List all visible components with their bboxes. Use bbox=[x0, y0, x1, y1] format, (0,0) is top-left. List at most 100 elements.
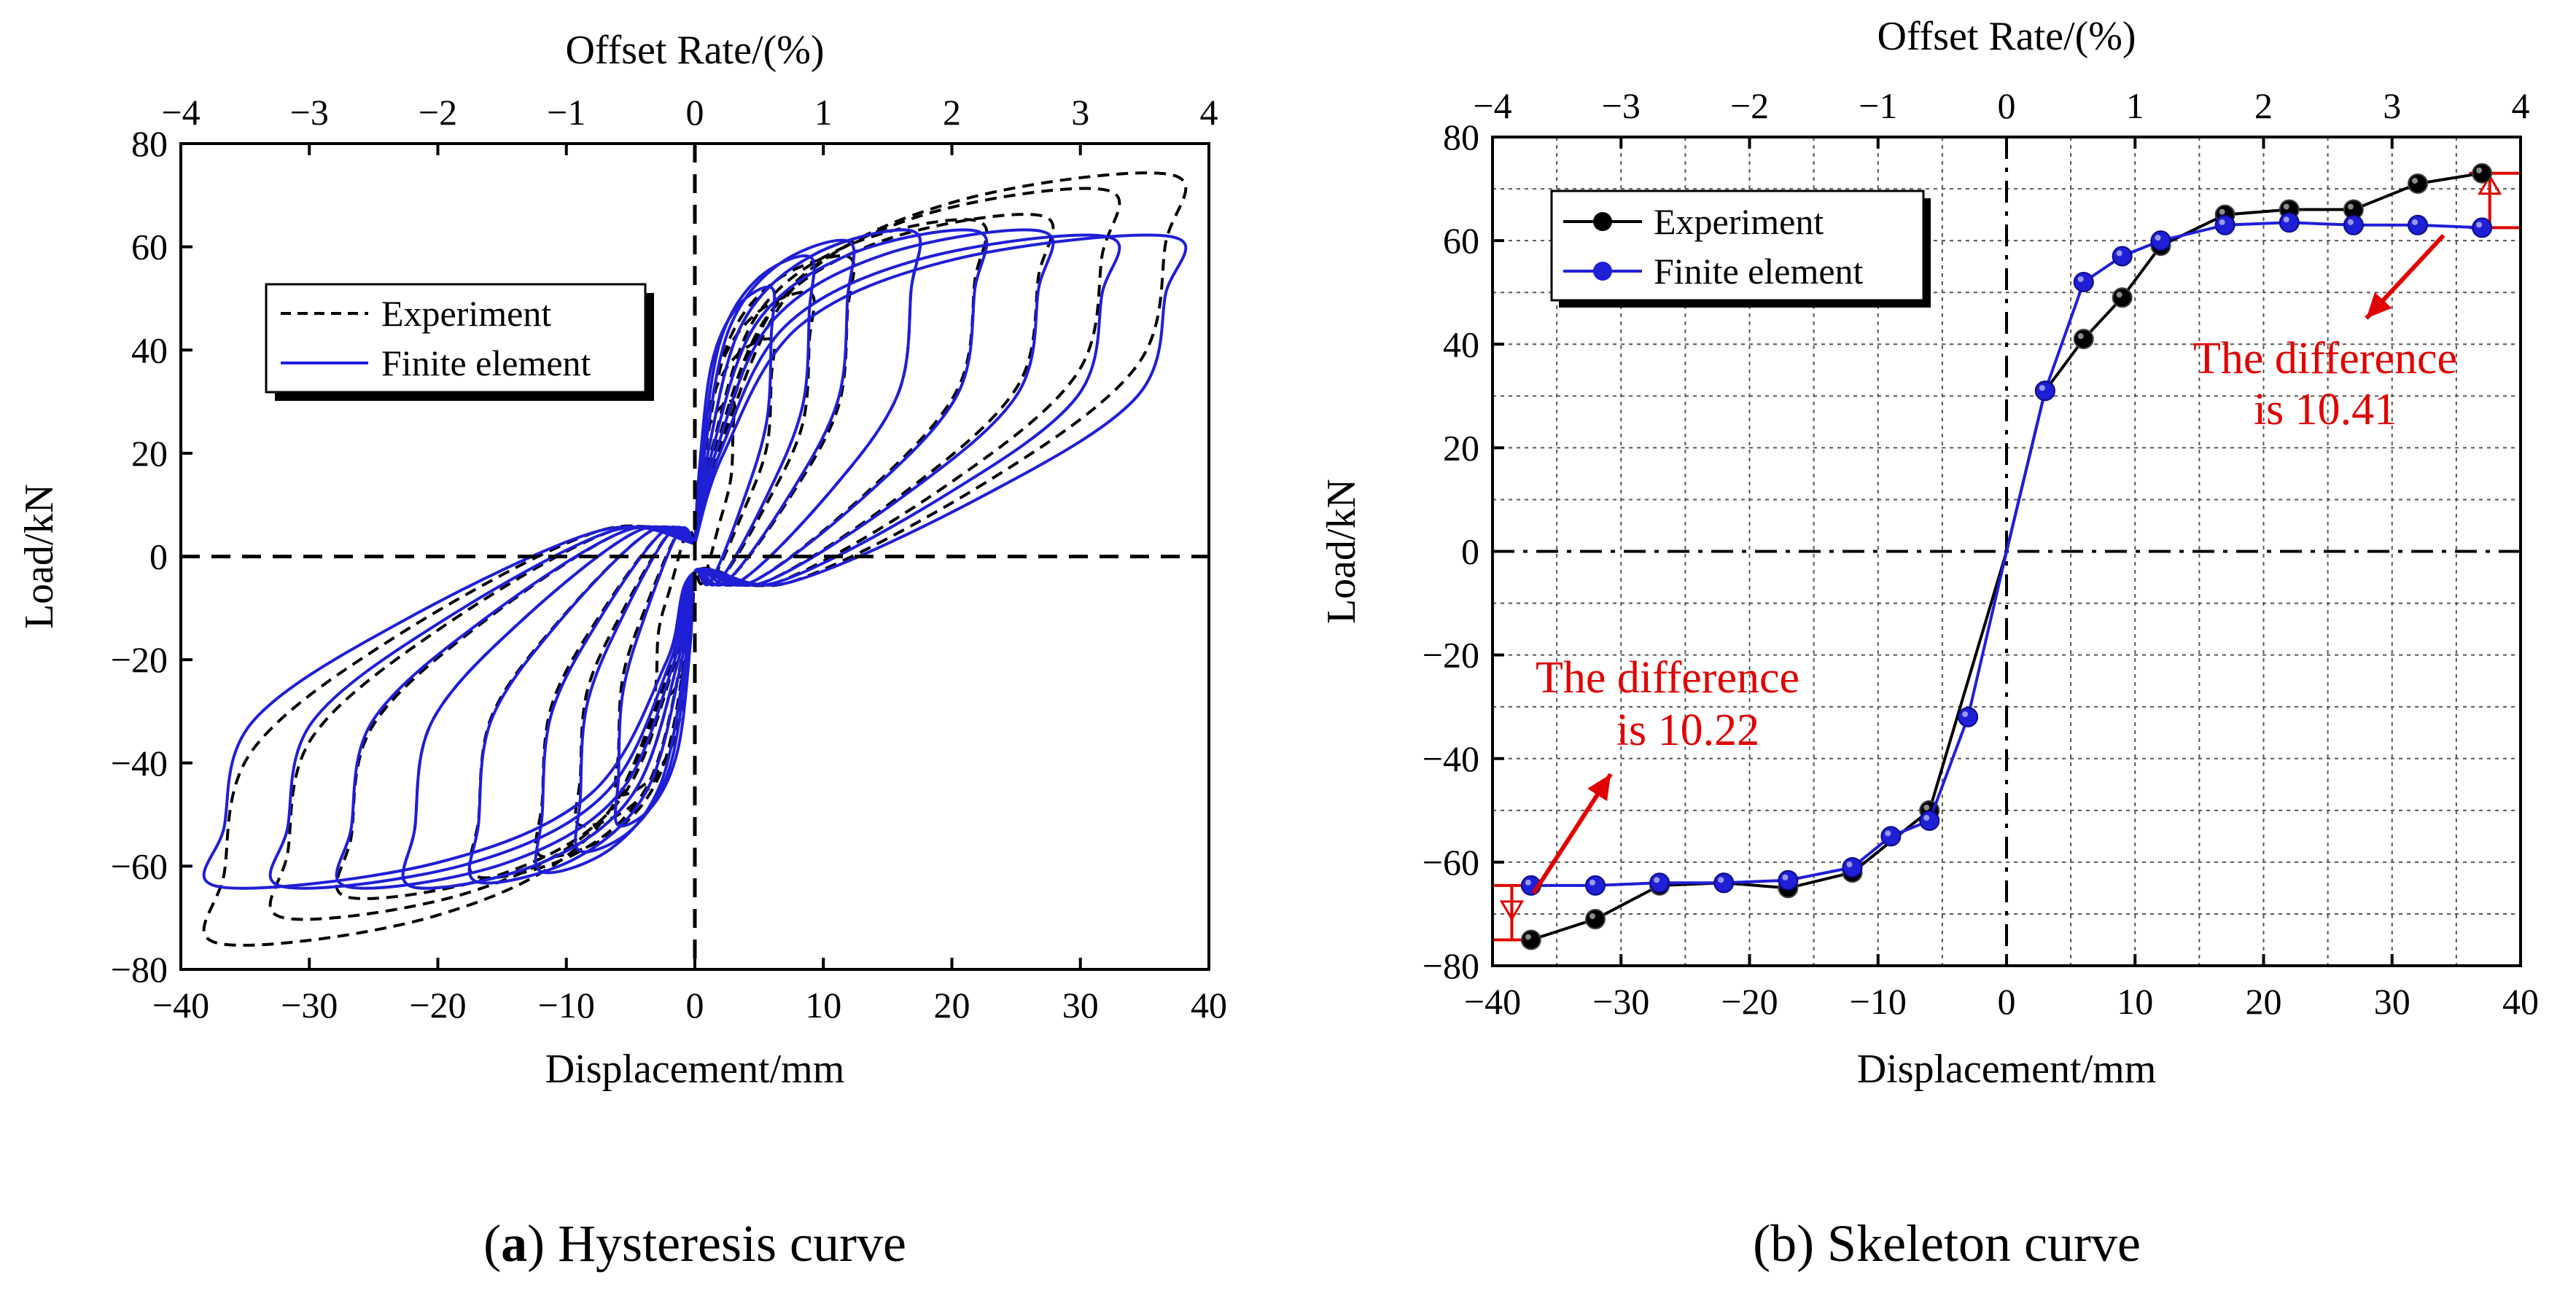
y-tick-label: 40 bbox=[1443, 324, 1479, 364]
difference-arrowhead-left bbox=[1499, 900, 1525, 921]
x-tick-label: 20 bbox=[2246, 981, 2282, 1022]
y-tick-label: −40 bbox=[111, 743, 168, 784]
annotation-left-line2: is 10.22 bbox=[1616, 706, 1759, 755]
difference-markers bbox=[1493, 171, 2521, 942]
x-axis-label: Displacement/mm bbox=[1857, 1047, 2157, 1092]
finite-element-series bbox=[1520, 212, 2493, 896]
finite-element-point-highlight bbox=[2283, 216, 2289, 223]
finite-element-point bbox=[1713, 872, 1735, 894]
finite-element-point-highlight bbox=[1923, 815, 1930, 821]
y-tick-label: −20 bbox=[111, 639, 168, 680]
experiment-point-highlight bbox=[2116, 292, 2122, 298]
legend-experiment-label: Experiment bbox=[1654, 201, 1824, 242]
experiment-loop-9 bbox=[202, 171, 1188, 947]
finite-element-point bbox=[2073, 271, 2094, 292]
x-tick-label: 0 bbox=[686, 985, 704, 1026]
hysteresis-panel: −40 −30 −20 −10 0 10 20 30 40−4 −3 −2 −1 0 1 2 3 4−80−60… bbox=[17, 28, 1227, 1273]
top-tick-label: −2 bbox=[1730, 85, 1769, 126]
y-tick-label: −60 bbox=[1423, 842, 1479, 883]
finite-element-point-highlight bbox=[1846, 861, 1853, 867]
experiment-point bbox=[2073, 329, 2094, 350]
y-tick-label: 20 bbox=[131, 433, 168, 474]
finite-element-loop-8 bbox=[202, 233, 1188, 890]
y-tick-label: 0 bbox=[149, 536, 168, 577]
legend-experiment-label: Experiment bbox=[381, 293, 551, 334]
top-tick-label: 3 bbox=[1071, 92, 1089, 133]
annotation-arrow-left-head bbox=[1587, 774, 1611, 802]
finite-element-point-highlight bbox=[2155, 235, 2161, 241]
finite-element-point bbox=[2279, 212, 2300, 233]
finite-element-point-highlight bbox=[2039, 385, 2045, 391]
top-tick-label: 4 bbox=[2512, 85, 2530, 126]
top-tick-label: −3 bbox=[290, 92, 329, 133]
annotation-right-line2: is 10.41 bbox=[2254, 385, 2397, 434]
caption-b: (b) Skeleton curve bbox=[1753, 1214, 2141, 1273]
y-tick-label: 20 bbox=[1443, 427, 1479, 468]
caption-a: (a) Hysteresis curve bbox=[483, 1214, 906, 1273]
y-tick-label: −80 bbox=[111, 949, 168, 990]
x-tick-label: −40 bbox=[152, 985, 209, 1026]
y-tick-label: −60 bbox=[111, 845, 168, 886]
x-tick-label: −30 bbox=[281, 985, 338, 1026]
x-tick-label: −10 bbox=[1850, 981, 1907, 1022]
finite-element-point bbox=[1880, 826, 1902, 847]
finite-element-point-highlight bbox=[2219, 219, 2225, 225]
experiment-point-highlight bbox=[2412, 177, 2418, 184]
top-tick-label: −4 bbox=[1473, 85, 1511, 126]
y-tick-label: −20 bbox=[1423, 635, 1479, 676]
caption-a-letter: a bbox=[501, 1214, 527, 1273]
annotation-left-line1: The difference bbox=[1536, 653, 1799, 703]
experiment-point-highlight bbox=[2283, 203, 2289, 210]
top-tick-label: −2 bbox=[419, 92, 457, 133]
x-tick-label: 10 bbox=[2117, 981, 2153, 1022]
y-tick-label: 0 bbox=[1461, 531, 1479, 572]
top-tick-label: 2 bbox=[943, 92, 961, 133]
x-tick-label: 40 bbox=[1191, 985, 1227, 1026]
top-tick-label: 3 bbox=[2383, 85, 2401, 126]
finite-element-point-highlight bbox=[1718, 877, 1724, 883]
top-tick-label: −3 bbox=[1602, 85, 1641, 126]
experiment-point-highlight bbox=[1923, 804, 1930, 810]
y-tick-label: 80 bbox=[1443, 117, 1479, 157]
y-tick-label: −80 bbox=[1423, 945, 1479, 986]
skeleton-panel: −40 −30 −20 −10 0 10 20 30 40−4 −3 −2 −1 0 1 2 3 4−80−60… bbox=[1319, 14, 2539, 1273]
finite-element-point-highlight bbox=[2412, 219, 2418, 225]
finite-element-point bbox=[2150, 230, 2171, 251]
x-tick-label: −10 bbox=[538, 985, 595, 1026]
finite-element-point-highlight bbox=[1962, 711, 1969, 717]
y-axis-label: Load/kN bbox=[1319, 479, 1364, 624]
x-tick-label: 40 bbox=[2502, 981, 2539, 1022]
top-tick-label: 0 bbox=[1998, 85, 2016, 126]
top-tick-label: 0 bbox=[686, 92, 704, 133]
legend: Experiment Finite element bbox=[265, 283, 654, 401]
legend-experiment-marker bbox=[1593, 212, 1612, 231]
finite-element-point bbox=[1958, 706, 1979, 727]
y-tick-label: 80 bbox=[131, 123, 168, 164]
top-tick-label: 2 bbox=[2254, 85, 2273, 126]
finite-element-point-highlight bbox=[2116, 250, 2122, 257]
finite-element-point bbox=[2472, 217, 2493, 238]
x-tick-label: 10 bbox=[805, 985, 841, 1026]
experiment-point bbox=[2408, 173, 2428, 194]
finite-element-point-highlight bbox=[1885, 830, 1891, 837]
legend-box bbox=[1550, 190, 1925, 302]
experiment-point-highlight bbox=[2219, 208, 2225, 215]
finite-element-point bbox=[2343, 214, 2364, 235]
experiment-point-highlight bbox=[1589, 913, 1595, 920]
finite-element-point-highlight bbox=[1782, 874, 1789, 880]
experiment-point-highlight bbox=[2347, 203, 2354, 210]
hysteresis-curves bbox=[202, 171, 1188, 947]
finite-element-point bbox=[1778, 870, 1799, 891]
finite-element-point bbox=[1585, 875, 1606, 896]
experiment-point bbox=[2472, 163, 2493, 184]
experiment-point-highlight bbox=[2476, 167, 2483, 173]
x-tick-label: −20 bbox=[409, 985, 466, 1026]
finite-element-point-highlight bbox=[1589, 879, 1595, 886]
finite-element-series bbox=[202, 228, 1188, 890]
x-axis-label: Displacement/mm bbox=[545, 1047, 845, 1092]
annotation-arrow-right-head bbox=[2366, 292, 2392, 319]
legend-finite-element-marker bbox=[1593, 262, 1612, 281]
difference-arrowhead-right bbox=[2478, 173, 2502, 195]
experiment-point-highlight bbox=[2077, 333, 2084, 340]
